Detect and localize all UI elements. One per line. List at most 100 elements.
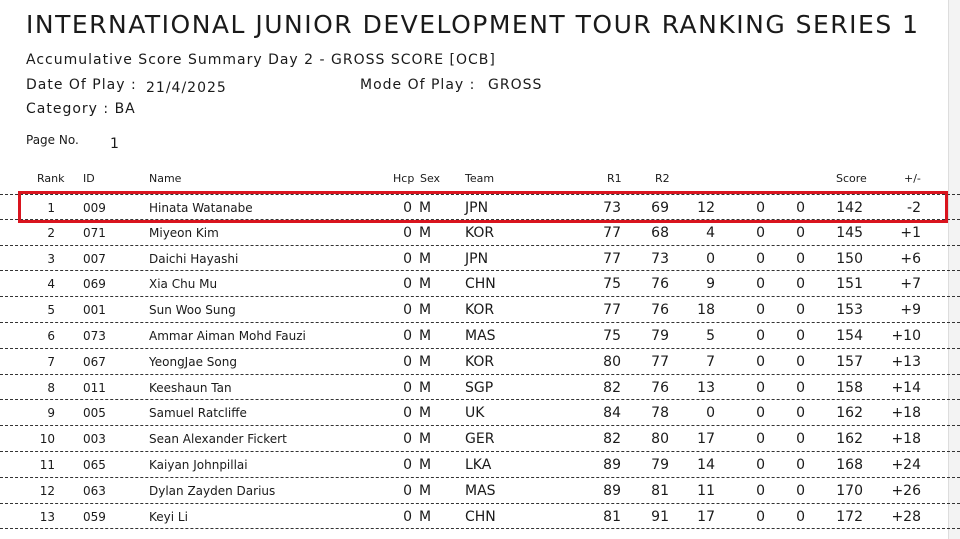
cell-rank: 13 <box>39 509 55 524</box>
cell-hcp: 0 <box>403 250 412 267</box>
cell-diff: +24 <box>891 456 921 473</box>
results-table: 1 009 Hinata Watanabe 0 M JPN 73 69 12 0 0 142 -2 2 07… <box>0 194 960 530</box>
mode-value: GROSS <box>488 77 543 93</box>
cell-c3: 5 <box>706 327 715 344</box>
cell-rank: 11 <box>39 457 55 472</box>
cell-c5: 0 <box>796 482 805 499</box>
cell-name: Miyeon Kim <box>149 225 219 240</box>
cell-score: 172 <box>836 508 863 525</box>
cell-rank: 7 <box>47 354 55 369</box>
cell-c4: 0 <box>756 456 765 473</box>
cell-c3: 7 <box>706 353 715 370</box>
table-row: 2 071 Miyeon Kim 0 M KOR 77 68 4 0 0 145 +1 <box>0 220 960 246</box>
cell-hcp: 0 <box>403 276 412 293</box>
cell-name: Dylan Zayden Darius <box>149 483 276 498</box>
cell-hcp: 0 <box>403 456 412 473</box>
cell-r1: 82 <box>603 431 621 448</box>
cell-r1: 81 <box>603 508 621 525</box>
cell-rank: 1 <box>47 201 55 215</box>
col-header-r2: R2 <box>655 172 670 185</box>
table-row: 6 073 Ammar Aiman Mohd Fauzi 0 M MAS 75 79 5 0 0 15… <box>0 323 960 349</box>
cell-id: 069 <box>83 277 106 292</box>
cell-id: 071 <box>83 225 106 240</box>
cell-name: Samuel Ratcliffe <box>149 406 247 421</box>
cell-r2: 76 <box>651 276 669 293</box>
cell-team: KOR <box>465 353 495 370</box>
cell-r1: 73 <box>603 200 621 216</box>
col-header-hcp: Hcp <box>393 172 415 185</box>
cell-name: Daichi Hayashi <box>149 251 239 266</box>
cell-name: Sun Woo Sung <box>149 303 236 318</box>
cell-hcp: 0 <box>403 353 412 370</box>
cell-hcp: 0 <box>403 379 412 396</box>
cell-hcp: 0 <box>403 431 412 448</box>
cell-diff: +18 <box>891 405 921 422</box>
cell-r1: 77 <box>603 224 621 241</box>
cell-rank: 12 <box>39 483 55 498</box>
col-header-team: Team <box>465 172 495 185</box>
cell-rank: 6 <box>47 328 55 343</box>
cell-r1: 75 <box>603 327 621 344</box>
cell-c3: 18 <box>697 302 715 319</box>
cell-r1: 80 <box>603 353 621 370</box>
cell-r2: 68 <box>651 224 669 241</box>
cell-score: 154 <box>836 327 863 344</box>
cell-c3: 17 <box>697 431 715 448</box>
cell-sex: M <box>419 224 432 241</box>
cell-score: 162 <box>836 405 863 422</box>
cell-r1: 77 <box>603 302 621 319</box>
cell-team: GER <box>465 431 495 448</box>
cell-r1: 84 <box>603 405 621 422</box>
cell-c4: 0 <box>756 482 765 499</box>
cell-c3: 12 <box>697 200 715 216</box>
cell-c3: 11 <box>697 482 715 499</box>
cell-hcp: 0 <box>403 302 412 319</box>
cell-rank: 9 <box>47 406 55 421</box>
cell-diff: +6 <box>900 250 921 267</box>
cell-score: 145 <box>836 224 863 241</box>
cell-hcp: 0 <box>403 224 412 241</box>
cell-sex: M <box>419 482 432 499</box>
cell-r2: 78 <box>651 405 669 422</box>
cell-rank: 5 <box>47 303 55 318</box>
cell-name: Keyi Li <box>149 509 188 524</box>
cell-hcp: 0 <box>403 508 412 525</box>
col-header-r1: R1 <box>607 172 622 185</box>
cell-c4: 0 <box>756 302 765 319</box>
cell-c5: 0 <box>796 456 805 473</box>
table-row: 13 059 Keyi Li 0 M CHN 81 91 17 0 0 172 +28 <box>0 504 960 530</box>
cell-score: 157 <box>836 353 863 370</box>
cell-name: Sean Alexander Fickert <box>149 432 287 447</box>
cell-c5: 0 <box>796 276 805 293</box>
cell-sex: M <box>419 353 432 370</box>
cell-r2: 73 <box>651 250 669 267</box>
cell-c4: 0 <box>756 508 765 525</box>
cell-r1: 77 <box>603 250 621 267</box>
cell-c3: 0 <box>706 250 715 267</box>
cell-r2: 69 <box>651 200 669 216</box>
page-number-value: 1 <box>110 136 120 152</box>
cell-sex: M <box>419 302 432 319</box>
cell-rank: 2 <box>47 225 55 240</box>
cell-id: 011 <box>83 380 106 395</box>
cell-id: 065 <box>83 457 106 472</box>
cell-team: KOR <box>465 224 495 241</box>
cell-score: 168 <box>836 456 863 473</box>
report-subtitle: Accumulative Score Summary Day 2 - GROSS… <box>26 52 496 68</box>
cell-diff: +9 <box>900 302 921 319</box>
cell-team: MAS <box>465 482 496 499</box>
cell-name: Hinata Watanabe <box>149 201 253 215</box>
cell-team: KOR <box>465 302 495 319</box>
cell-score: 151 <box>836 276 863 293</box>
col-header-sex: Sex <box>420 172 441 185</box>
cell-sex: M <box>419 431 432 448</box>
cell-score: 162 <box>836 431 863 448</box>
cell-name: Xia Chu Mu <box>149 277 218 292</box>
cell-c5: 0 <box>796 250 805 267</box>
cell-diff: +18 <box>891 431 921 448</box>
cell-hcp: 0 <box>403 482 412 499</box>
cell-c3: 14 <box>697 456 715 473</box>
cell-r2: 80 <box>651 431 669 448</box>
col-header-id: ID <box>83 172 95 185</box>
cell-r1: 82 <box>603 379 621 396</box>
